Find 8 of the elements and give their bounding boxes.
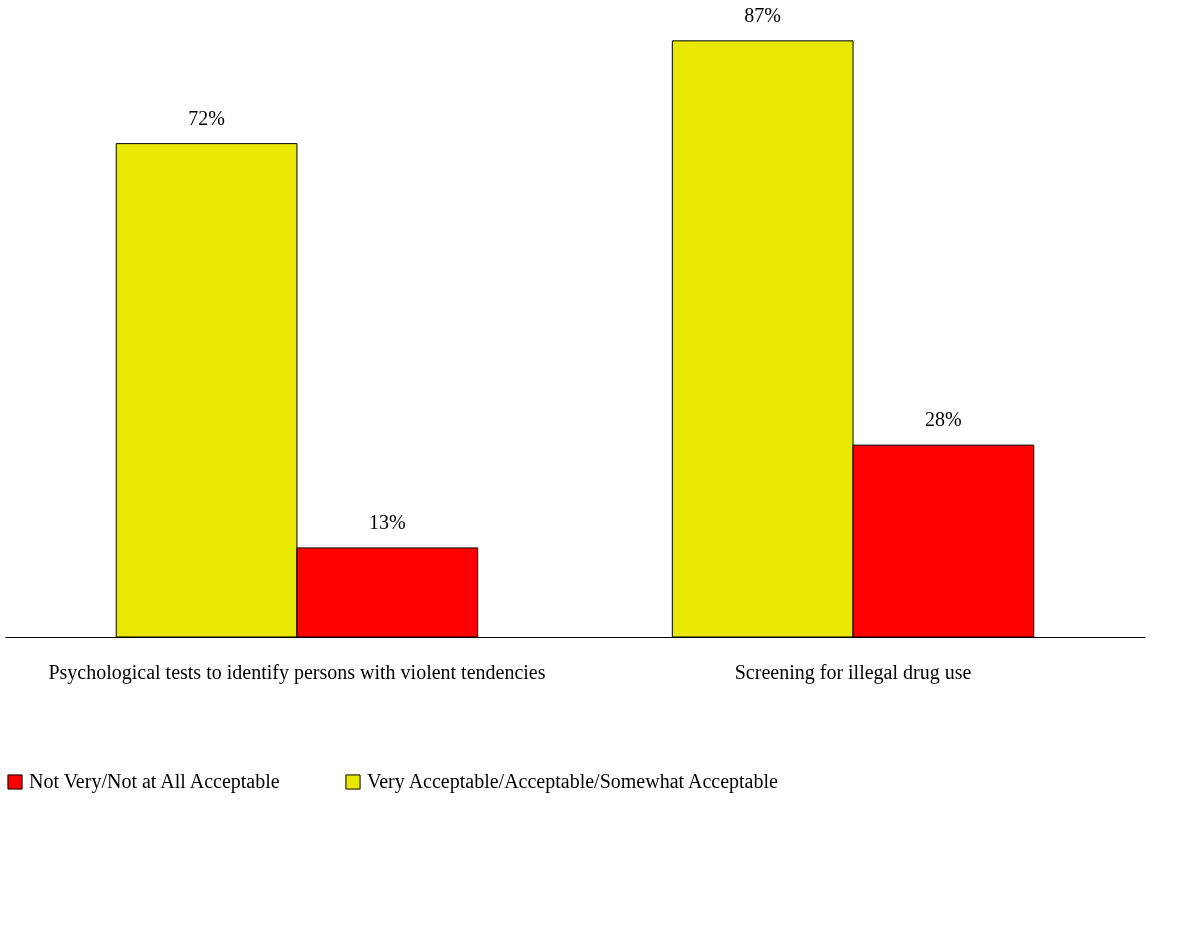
data-label: 72%: [188, 106, 225, 129]
x-tick-label: Screening for illegal drug use: [734, 660, 972, 684]
data-label: 28%: [925, 408, 962, 431]
x-tick-label: Psychological tests to identify persons with violent tendencies: [48, 660, 546, 684]
data-label: 13%: [368, 510, 406, 533]
data-label: 87%: [744, 3, 782, 26]
legend-label: Not Very/Not at All Acceptable: [29, 770, 280, 793]
legend-label: Very Acceptable/Acceptable/Somewhat Acceptable: [367, 770, 779, 793]
